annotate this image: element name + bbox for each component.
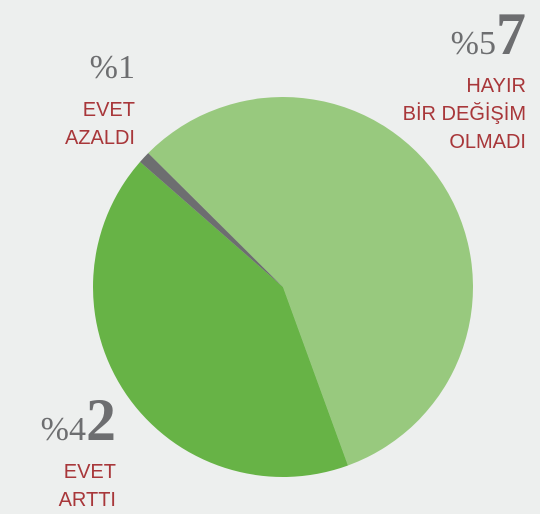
- label-group: %57 HAYIR BİR DEĞİŞİM OLMADI: [402, 1, 526, 156]
- category-label: HAYIR BİR DEĞİŞİM OLMADI: [402, 75, 526, 153]
- pie-slice: [148, 96, 474, 466]
- category-label: EVET AZALDI: [64, 99, 135, 149]
- pie-slice: [93, 161, 348, 477]
- value-label: %42: [40, 387, 116, 453]
- label-group: %42 EVET ARTTI: [40, 387, 116, 514]
- value-label: %57: [450, 1, 526, 67]
- category-label: EVET ARTTI: [58, 461, 116, 511]
- label-group: %1 EVET AZALDI: [65, 30, 135, 152]
- value-label: %1: [89, 49, 135, 86]
- pie-slice: [140, 153, 283, 287]
